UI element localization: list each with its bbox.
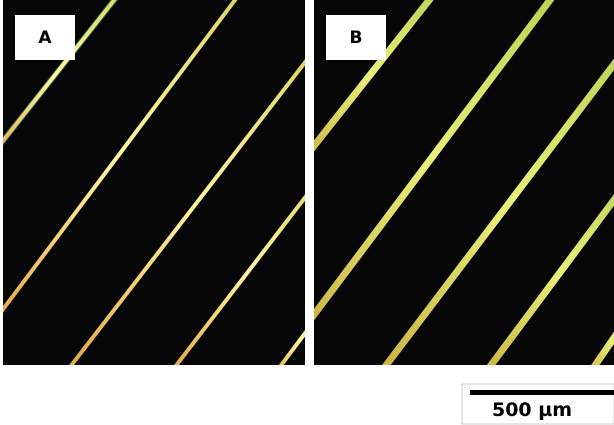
panel-label: A (38, 28, 52, 48)
scale-bar: 500 µm (462, 384, 614, 424)
panel-a: A (0, 0, 330, 380)
figure: A B 500 µm (0, 0, 614, 425)
scale-bar-label: 500 µm (492, 399, 572, 421)
panel-b: B (295, 0, 614, 380)
panel-label: B (350, 28, 363, 48)
